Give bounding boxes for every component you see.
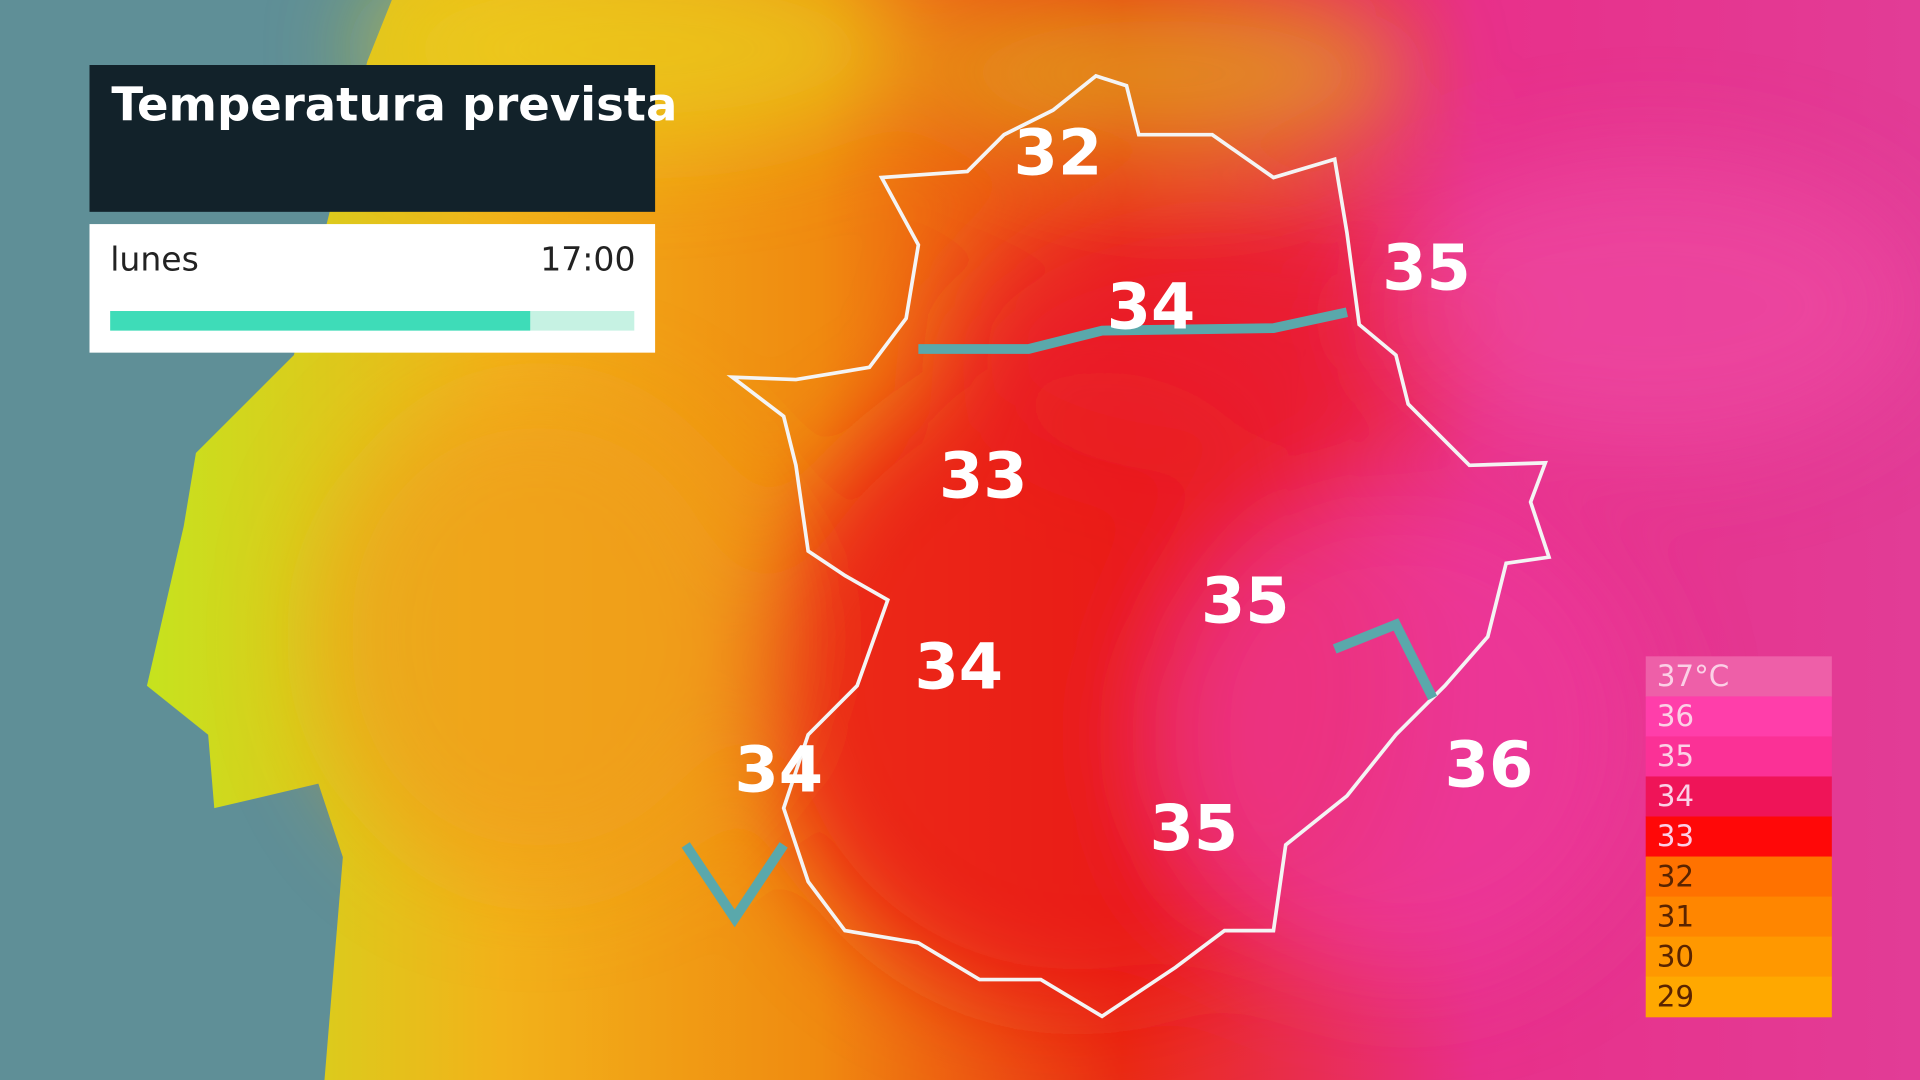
- progress-fill: [110, 311, 531, 331]
- temperature-label: 34: [734, 733, 823, 807]
- title-box: [89, 64, 656, 212]
- map-labels: 32 34 35 33 35 34 34 35 36: [734, 116, 1533, 866]
- temperature-label: 34: [914, 631, 1003, 705]
- legend-swatch: [1645, 816, 1832, 858]
- legend-swatch: [1645, 696, 1832, 738]
- title: Temperatura prevista: [111, 77, 677, 131]
- legend-label: 32: [1657, 859, 1694, 893]
- legend-swatch: [1645, 976, 1832, 1018]
- legend-label: 37°C: [1657, 659, 1730, 693]
- temperature-label: 35: [1201, 564, 1290, 638]
- region-border: [726, 73, 1552, 1019]
- legend-swatch: [1645, 776, 1832, 818]
- reservoirs: [681, 307, 1438, 928]
- legend-label: 34: [1657, 779, 1694, 813]
- legend-label: 29: [1657, 979, 1694, 1013]
- legend-label: 31: [1657, 899, 1694, 933]
- legend-swatch: [1645, 736, 1832, 778]
- temperature-label: 33: [939, 440, 1028, 514]
- temperature-label: 34: [1107, 271, 1196, 345]
- legend-swatch: [1645, 896, 1832, 938]
- legend-label: 35: [1657, 739, 1694, 773]
- legend: 37°C 36 35 34 33 32 31 30 29: [1645, 656, 1832, 1018]
- legend-label: 36: [1657, 699, 1694, 733]
- temperature-label: 32: [1014, 116, 1103, 190]
- temperature-label: 36: [1445, 729, 1534, 803]
- day: lunes: [110, 239, 199, 278]
- legend-label: 33: [1657, 819, 1694, 853]
- legend-swatch: [1645, 856, 1832, 898]
- legend-label: 30: [1657, 939, 1694, 973]
- legend-swatch: [1645, 936, 1832, 978]
- time: 17:00: [540, 239, 635, 278]
- temperature-label: 35: [1382, 231, 1471, 305]
- legend-swatch: [1645, 656, 1832, 697]
- time-box: [89, 224, 656, 353]
- temperature-label: 35: [1150, 792, 1239, 866]
